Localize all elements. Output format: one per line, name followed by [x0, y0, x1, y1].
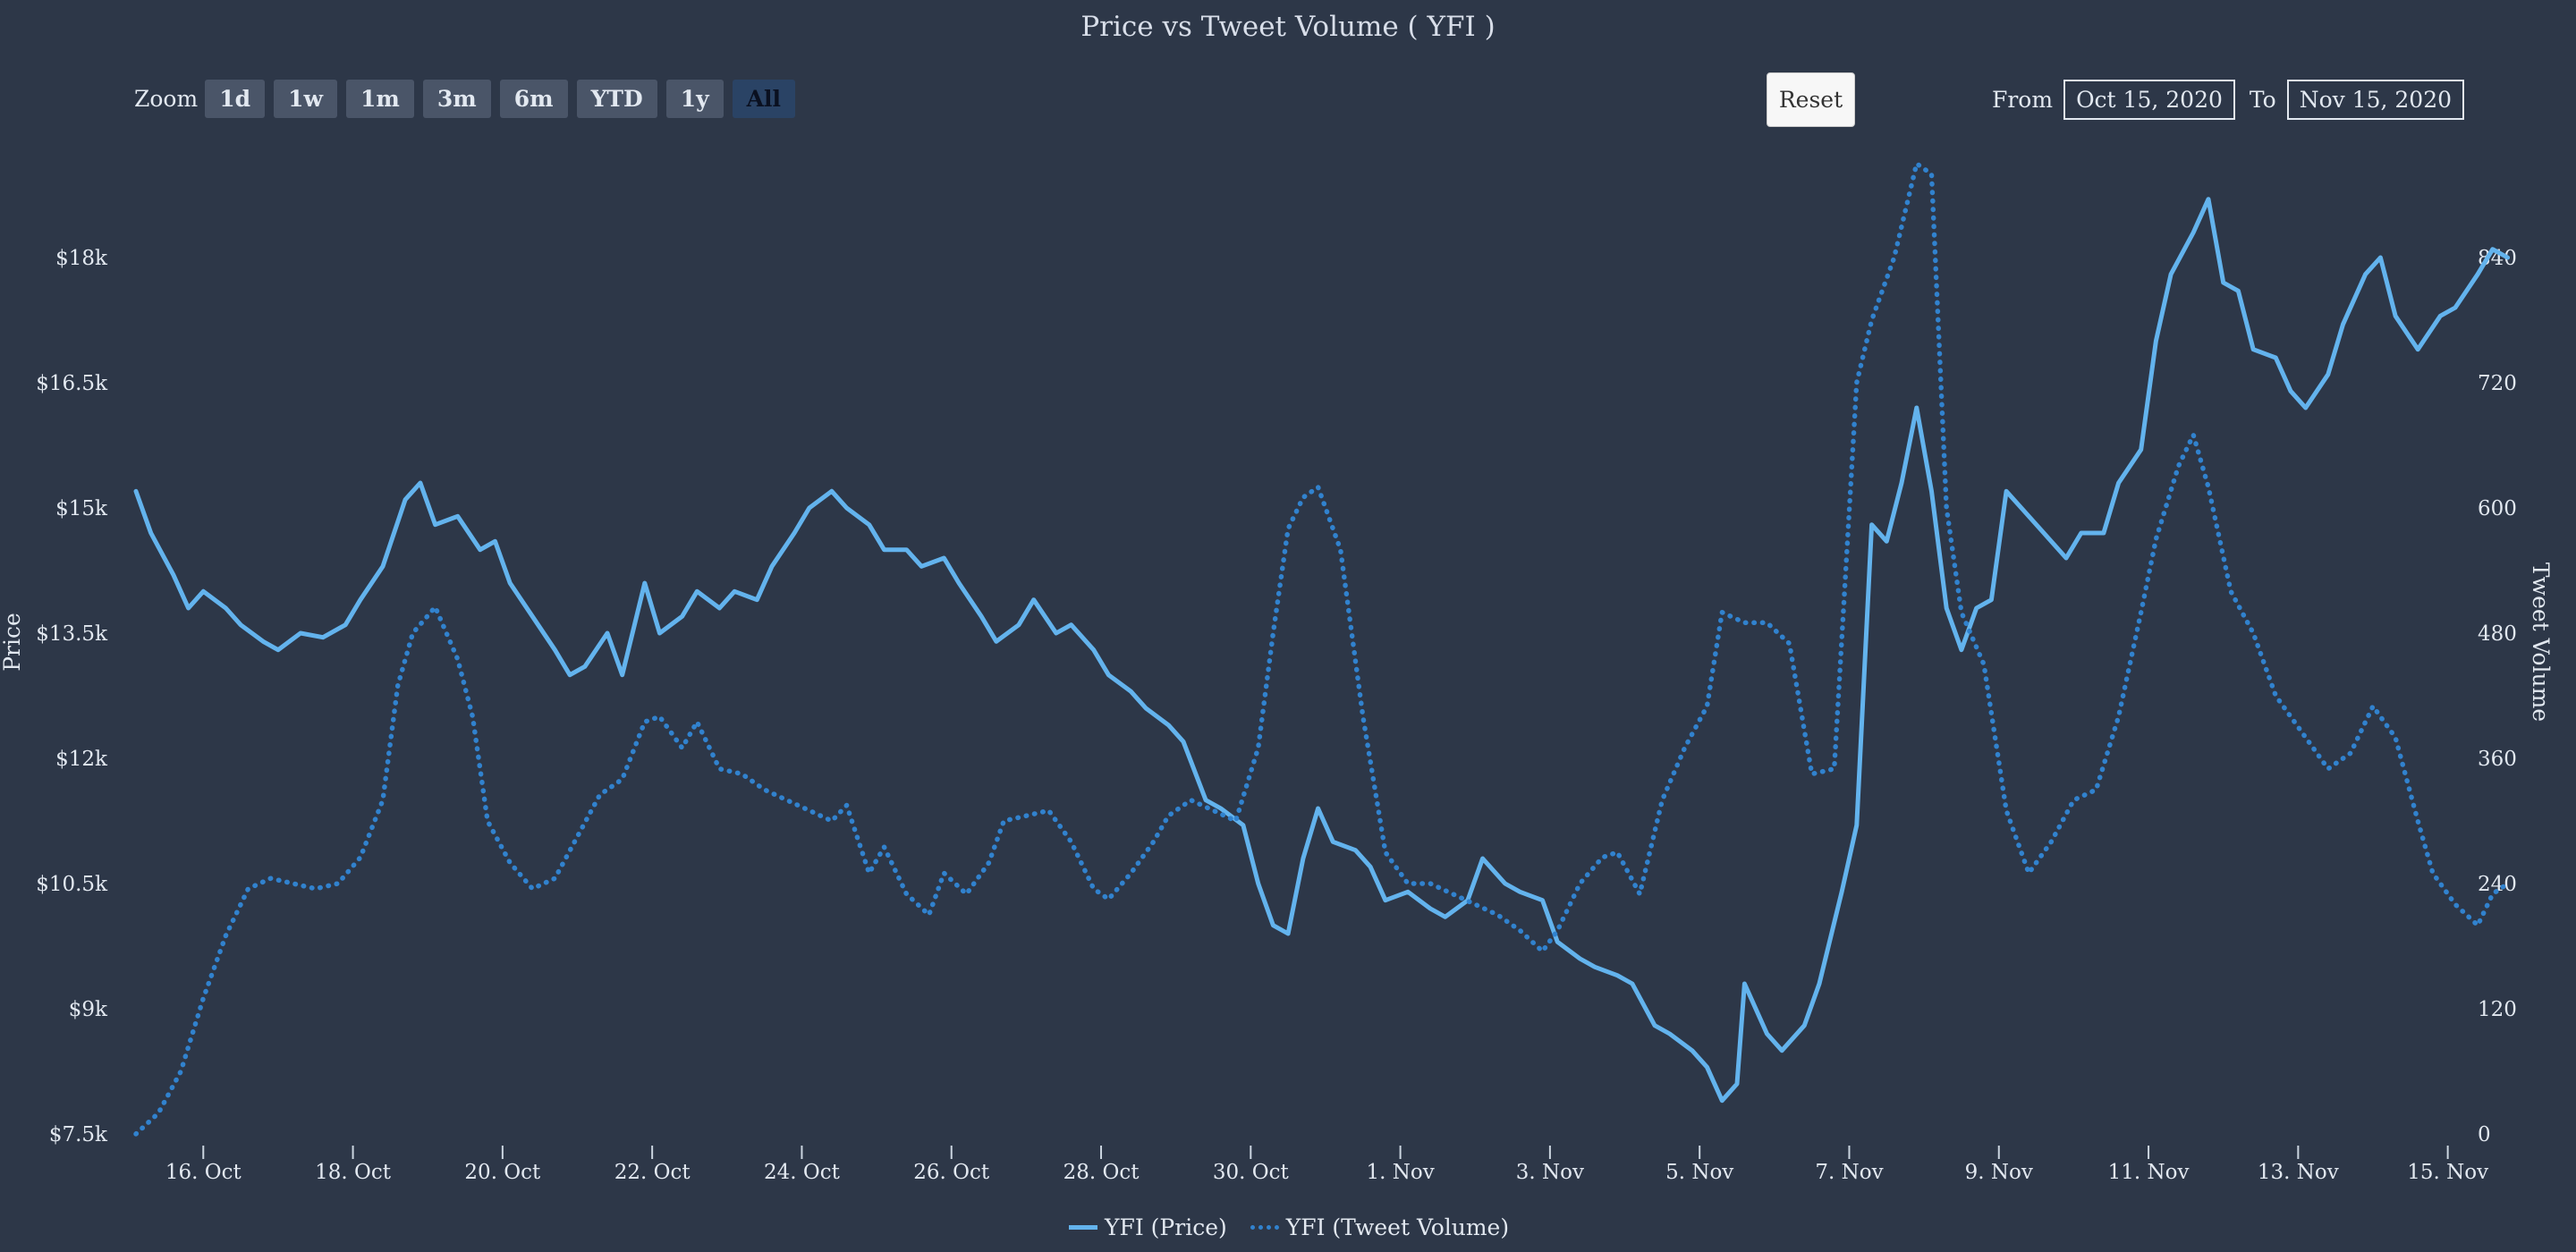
y-right-tick-label: 360 — [2478, 748, 2517, 771]
x-tick-label: 11. Nov — [2108, 1161, 2190, 1184]
x-tick-label: 18. Oct — [315, 1161, 392, 1184]
y-left-tick-label: $16.5k — [36, 372, 108, 395]
legend: YFI (Price) YFI (Tweet Volume) — [1069, 1214, 1532, 1240]
x-tick-label: 26. Oct — [913, 1161, 990, 1184]
from-date-input[interactable]: Oct 15, 2020 — [2063, 80, 2235, 120]
y-left-tick-label: $10.5k — [36, 873, 108, 896]
date-range-selector: From Oct 15, 2020 To Nov 15, 2020 — [1992, 80, 2479, 120]
x-tick-label: 15. Nov — [2407, 1161, 2488, 1184]
zoom-1m-button[interactable]: 1m — [346, 80, 414, 118]
x-tick-label: 1. Nov — [1366, 1161, 1434, 1184]
y-axis-left-title: Price — [0, 613, 25, 672]
to-date-input[interactable]: Nov 15, 2020 — [2286, 80, 2465, 120]
y-axis-right-title: Tweet Volume — [2528, 563, 2554, 722]
y-left-tick-label: $13.5k — [36, 622, 108, 646]
zoom-1w-button[interactable]: 1w — [274, 80, 337, 118]
zoom-label: Zoom — [134, 86, 199, 112]
to-label: To — [2249, 87, 2276, 113]
series-layer — [133, 161, 2511, 1137]
legend-tweet-swatch — [1250, 1225, 1279, 1230]
x-tick-label: 9. Nov — [1965, 1161, 2033, 1184]
y-right-tick-label: 120 — [2478, 998, 2517, 1021]
legend-tweet-label: YFI (Tweet Volume) — [1285, 1214, 1510, 1240]
legend-item-price[interactable]: YFI (Price) — [1069, 1214, 1227, 1240]
x-tick-label: 30. Oct — [1213, 1161, 1290, 1184]
y-right-tick-label: 600 — [2478, 497, 2517, 520]
y-right-tick-label: 0 — [2478, 1123, 2491, 1146]
legend-price-label: YFI (Price) — [1105, 1214, 1227, 1240]
y-right-tick-label: 720 — [2478, 372, 2517, 395]
zoom-1d-button[interactable]: 1d — [205, 80, 266, 118]
y-left-tick-label: $18k — [55, 247, 108, 270]
chart-title: Price vs Tweet Volume ( YFI ) — [1080, 11, 1496, 43]
x-tick-label: 22. Oct — [614, 1161, 691, 1184]
x-tick-label: 16. Oct — [165, 1161, 242, 1184]
x-tick-label: 7. Nov — [1815, 1161, 1883, 1184]
x-tick-label: 28. Oct — [1063, 1161, 1140, 1184]
y-right-tick-label: 480 — [2478, 622, 2517, 646]
y-left-tick-label: $15k — [55, 497, 108, 520]
tweet-volume-series-line — [133, 161, 2511, 1137]
legend-price-swatch — [1069, 1225, 1097, 1230]
legend-item-tweet-volume[interactable]: YFI (Tweet Volume) — [1250, 1214, 1509, 1240]
from-label: From — [1992, 87, 2054, 113]
zoom-ytd-button[interactable]: YTD — [576, 80, 657, 118]
y-left-tick-label: $9k — [69, 998, 108, 1021]
x-axis: 16. Oct 18. Oct 20. Oct 22. Oct 24. Oct 26. O… — [165, 1146, 2488, 1184]
zoom-6m-button[interactable]: 6m — [499, 80, 568, 118]
y-axis-left: $7.5k $9k $10.5k $12k $13.5k $15k $16.5k $18k — [36, 247, 108, 1146]
x-tick-label: 5. Nov — [1665, 1161, 1733, 1184]
reset-zoom-button[interactable]: Reset — [1767, 72, 1855, 127]
x-tick-label: 20. Oct — [464, 1161, 541, 1184]
price-series-line — [133, 197, 2511, 1104]
zoom-bar: Zoom 1d 1w 1m 3m 6m YTD 1y All — [134, 80, 804, 118]
zoom-3m-button[interactable]: 3m — [422, 80, 491, 118]
zoom-all-button[interactable]: All — [732, 80, 796, 118]
y-left-tick-label: $7.5k — [49, 1123, 108, 1146]
zoom-1y-button[interactable]: 1y — [665, 80, 724, 118]
y-left-tick-label: $12k — [55, 748, 108, 771]
x-tick-label: 3. Nov — [1516, 1161, 1584, 1184]
x-tick-label: 24. Oct — [764, 1161, 841, 1184]
x-tick-label: 13. Nov — [2258, 1161, 2339, 1184]
